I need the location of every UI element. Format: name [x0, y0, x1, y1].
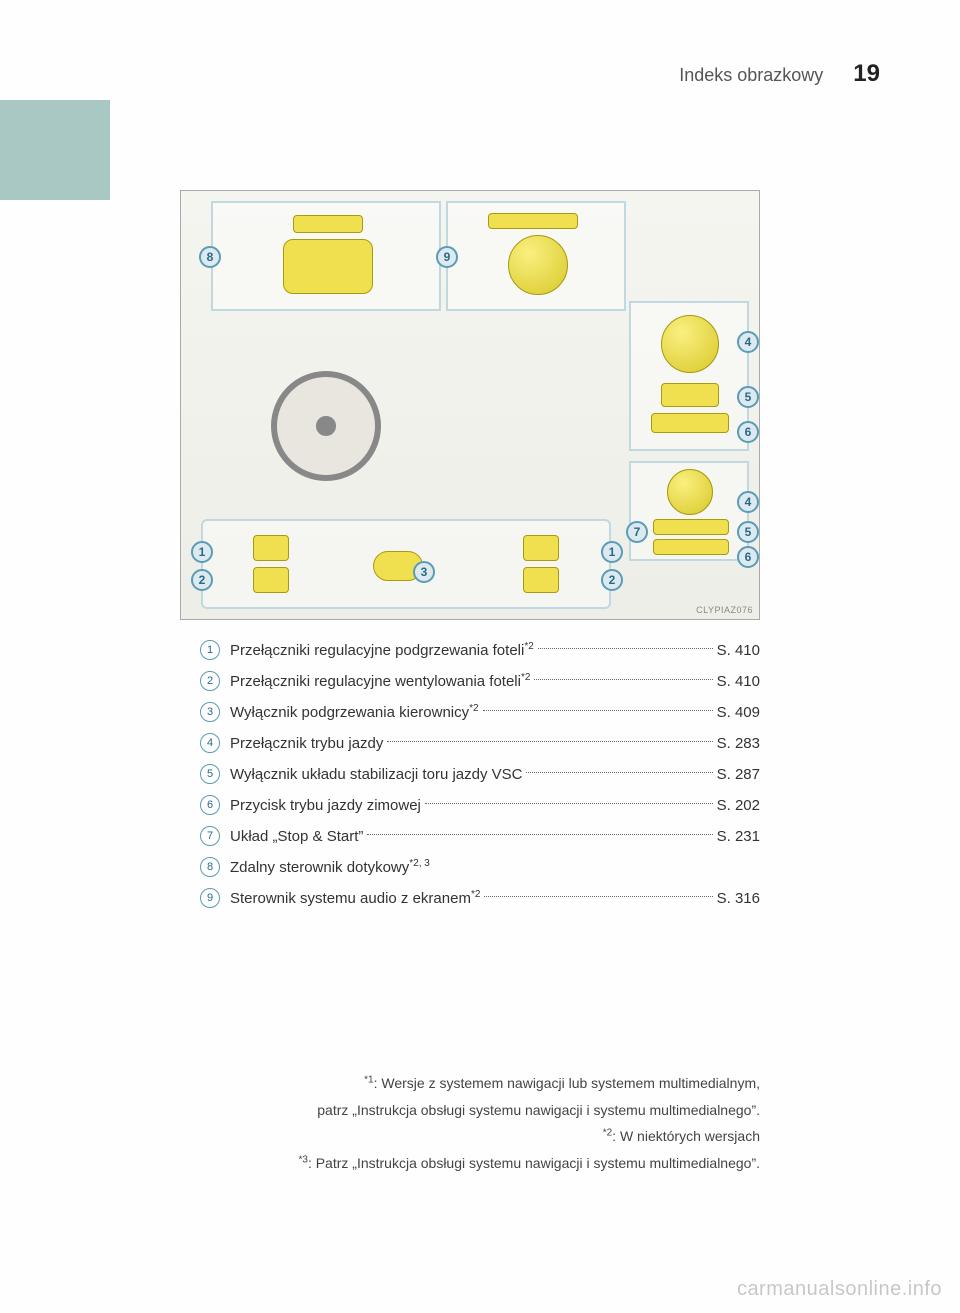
- rotary-knob: [508, 235, 568, 295]
- page-header: Indeks obrazkowy 19: [679, 60, 880, 88]
- leader-dots: [538, 648, 713, 649]
- index-list-row: 6 Przycisk trybu jazdy zimowej S. 202: [200, 795, 760, 815]
- list-number-icon: 1: [200, 640, 220, 660]
- index-list-row: 1 Przełączniki regulacyjne podgrzewania f…: [200, 640, 760, 660]
- list-page-ref: S. 410: [717, 673, 760, 690]
- list-text: Przełączniki regulacyjne podgrzewania fo…: [230, 641, 534, 659]
- index-list-row: 3 Wyłącznik podgrzewania kierownicy*2 S. 4…: [200, 702, 760, 722]
- list-page-ref: S. 316: [717, 890, 760, 907]
- seat-vent-left: [253, 567, 289, 593]
- section-title: Indeks obrazkowy: [679, 65, 823, 86]
- inset-drive-mode-b: [629, 461, 749, 561]
- footnotes: *1: Wersje z systemem nawigacji lub syst…: [190, 1070, 760, 1176]
- callout-bubble: 2: [601, 569, 623, 591]
- steering-wheel-icon: [271, 371, 381, 481]
- list-text: Przycisk trybu jazdy zimowej: [230, 797, 421, 814]
- stop-start-vsc-row: [653, 519, 729, 535]
- list-page-ref: S. 283: [717, 735, 760, 752]
- snow-button: [653, 539, 729, 555]
- mode-dial: [661, 315, 719, 373]
- footnote-line: *3: Patrz „Instrukcja obsługi systemu na…: [190, 1150, 760, 1177]
- index-list-row: 5 Wyłącznik układu stabilizacji toru jazd…: [200, 764, 760, 784]
- leader-dots: [367, 834, 712, 835]
- vsc-off-button: [661, 383, 719, 407]
- callout-bubble: 6: [737, 421, 759, 443]
- leader-dots: [526, 772, 712, 773]
- index-list-row: 2 Przełączniki regulacyjne wentylowania f…: [200, 671, 760, 691]
- list-number-icon: 9: [200, 888, 220, 908]
- callout-bubble: 8: [199, 246, 221, 268]
- callout-bubble: 2: [191, 569, 213, 591]
- menu-button: [293, 215, 363, 233]
- callout-bubble: 5: [737, 386, 759, 408]
- mode-dial: [667, 469, 713, 515]
- footnote-line: *1: Wersje z systemem nawigacji lub syst…: [190, 1070, 760, 1097]
- list-number-icon: 6: [200, 795, 220, 815]
- callout-bubble: 9: [436, 246, 458, 268]
- callout-bubble: 3: [413, 561, 435, 583]
- list-text: Przełącznik trybu jazdy: [230, 735, 383, 752]
- index-list-row: 7 Układ „Stop & Start” S. 231: [200, 826, 760, 846]
- diagram-panel: 8 9 4 5 6 4 7 5 6 1 2 3 1 2 CLYPIAZ076: [180, 190, 760, 620]
- list-number-icon: 4: [200, 733, 220, 753]
- index-list-row: 4 Przełącznik trybu jazdy S. 283: [200, 733, 760, 753]
- seat-heat-left: [253, 535, 289, 561]
- list-text: Przełączniki regulacyjne wentylowania fo…: [230, 672, 530, 690]
- image-code: CLYPIAZ076: [696, 605, 753, 615]
- index-list: 1 Przełączniki regulacyjne podgrzewania f…: [200, 640, 760, 919]
- list-number-icon: 7: [200, 826, 220, 846]
- leader-dots: [484, 896, 712, 897]
- list-text: Układ „Stop & Start”: [230, 828, 363, 845]
- inset-8: [211, 201, 441, 311]
- callout-bubble: 1: [191, 541, 213, 563]
- seat-vent-right: [523, 567, 559, 593]
- index-list-row: 8 Zdalny sterownik dotykowy*2, 3: [200, 857, 760, 877]
- list-page-ref: S. 231: [717, 828, 760, 845]
- footnote-line: *2: W niektórych wersjach: [190, 1123, 760, 1150]
- inset-seat-heaters: [201, 519, 611, 609]
- callout-bubble: 6: [737, 546, 759, 568]
- list-number-icon: 8: [200, 857, 220, 877]
- interior-sketch: [201, 331, 581, 501]
- page-number: 19: [853, 60, 880, 88]
- list-page-ref: S. 410: [717, 642, 760, 659]
- list-number-icon: 2: [200, 671, 220, 691]
- audio-buttons: [488, 213, 578, 229]
- leader-dots: [425, 803, 713, 804]
- leader-dots: [387, 741, 712, 742]
- leader-dots: [483, 710, 713, 711]
- seat-heat-right: [523, 535, 559, 561]
- snow-button: [651, 413, 729, 433]
- list-page-ref: S. 409: [717, 704, 760, 721]
- list-page-ref: S. 287: [717, 766, 760, 783]
- list-number-icon: 5: [200, 764, 220, 784]
- callout-bubble: 4: [737, 331, 759, 353]
- inset-9: [446, 201, 626, 311]
- leader-dots: [534, 679, 712, 680]
- callout-bubble: 7: [626, 521, 648, 543]
- list-text: Wyłącznik podgrzewania kierownicy*2: [230, 703, 479, 721]
- callout-bubble: 5: [737, 521, 759, 543]
- list-page-ref: S. 202: [717, 797, 760, 814]
- callout-bubble: 1: [601, 541, 623, 563]
- callout-bubble: 4: [737, 491, 759, 513]
- index-list-row: 9 Sterownik systemu audio z ekranem*2 S. 3…: [200, 888, 760, 908]
- margin-band: [0, 100, 110, 200]
- list-text: Wyłącznik układu stabilizacji toru jazdy…: [230, 766, 522, 783]
- list-text: Sterownik systemu audio z ekranem*2: [230, 889, 480, 907]
- inset-drive-mode-a: [629, 301, 749, 451]
- footnote-line: patrz „Instrukcja obsługi systemu nawiga…: [190, 1097, 760, 1124]
- touchpad: [283, 239, 373, 294]
- list-number-icon: 3: [200, 702, 220, 722]
- watermark: carmanualsonline.info: [737, 1278, 942, 1301]
- list-text: Zdalny sterownik dotykowy*2, 3: [230, 858, 430, 876]
